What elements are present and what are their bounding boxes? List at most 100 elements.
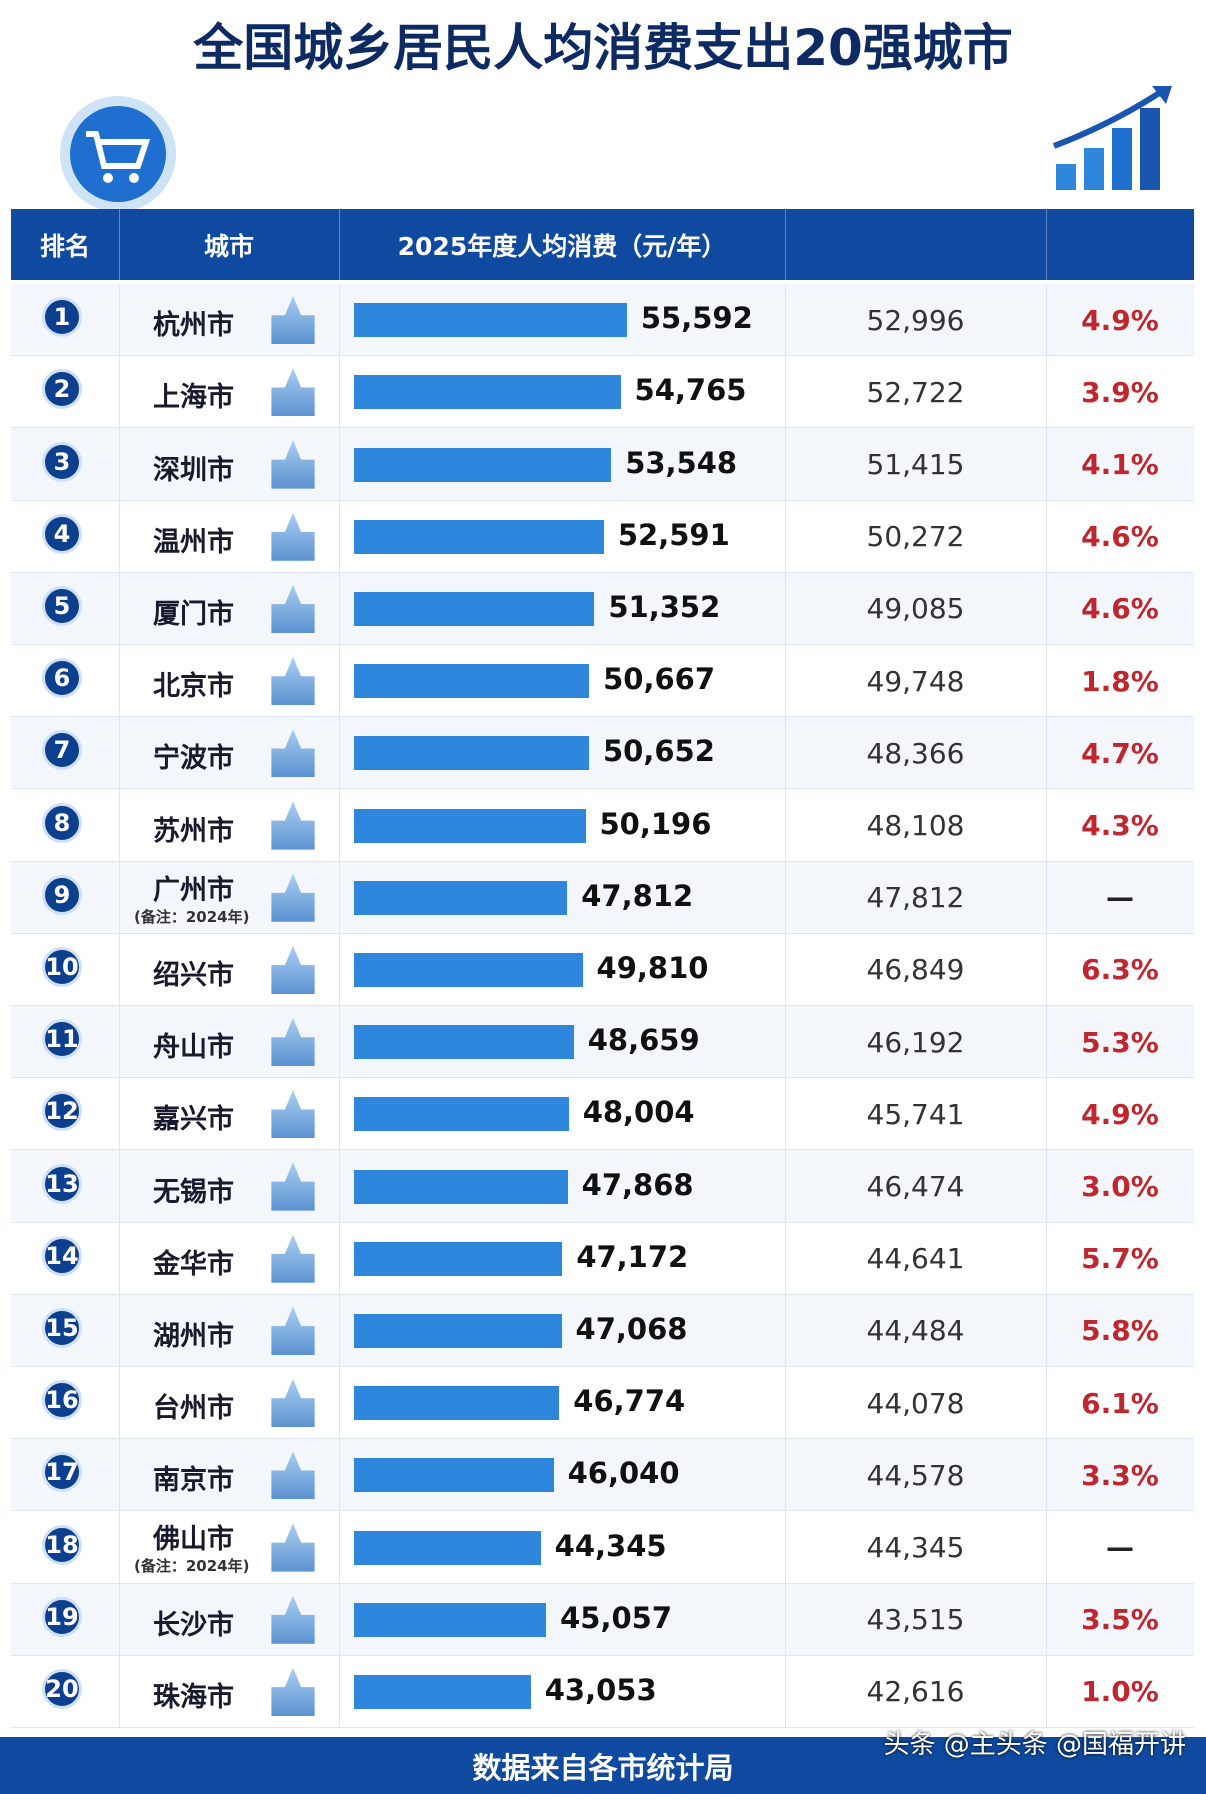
city-name: 南京市: [153, 1465, 234, 1497]
row-bg: [11, 572, 1194, 645]
col-divider: [119, 933, 120, 1006]
row-bg: [11, 645, 1194, 718]
previous-value: 49,748: [866, 664, 965, 698]
rank-badge: 13: [42, 1163, 82, 1204]
col-divider: [339, 284, 340, 357]
previous-value: 48,108: [866, 808, 965, 842]
previous-value: 45,741: [866, 1097, 965, 1131]
previous-value: 43,515: [866, 1603, 965, 1637]
col-divider: [785, 1439, 786, 1512]
value-label: 47,812: [581, 878, 694, 913]
city-name: 湖州市: [153, 1320, 234, 1352]
col-divider: [1046, 1294, 1047, 1367]
bar: [354, 664, 590, 699]
city-name: 广州市: [153, 874, 234, 906]
col-divider: [119, 789, 120, 862]
col-divider: [119, 1006, 120, 1079]
header-cell: 排名: [39, 231, 90, 261]
city-name: 佛山市: [153, 1524, 234, 1556]
footer-bar: [0, 1737, 1206, 1794]
bar: [354, 736, 589, 771]
col-divider: [785, 1511, 786, 1584]
col-divider: [1046, 572, 1047, 645]
col-divider: [339, 500, 340, 573]
previous-value: 46,192: [866, 1025, 965, 1059]
col-divider: [1046, 717, 1047, 790]
col-divider: [339, 1583, 340, 1656]
growth-value: 3.3%: [1081, 1458, 1159, 1492]
col-divider: [339, 933, 340, 1006]
bar: [354, 952, 583, 987]
growth-value: 4.1%: [1081, 447, 1159, 481]
col-divider: [1046, 500, 1047, 573]
row-bg: [11, 1511, 1194, 1584]
col-divider: [785, 356, 786, 429]
previous-value: 42,616: [866, 1675, 965, 1709]
growth-value: 4.3%: [1081, 808, 1159, 842]
previous-value: 52,722: [866, 375, 965, 409]
value-label: 55,592: [640, 301, 753, 336]
rank-badge: 16: [42, 1380, 82, 1421]
row-bg: [11, 1294, 1194, 1367]
row-bg: [11, 1150, 1194, 1223]
col-divider: [785, 1222, 786, 1295]
row-bg: [11, 1078, 1194, 1151]
col-divider: [119, 356, 120, 429]
previous-value: 51,415: [866, 447, 965, 481]
col-divider: [119, 861, 120, 934]
header-divider: [1046, 209, 1047, 280]
rank-badge: 3: [42, 441, 82, 482]
col-divider: [339, 1294, 340, 1367]
col-divider: [785, 1150, 786, 1223]
col-divider: [785, 1078, 786, 1151]
col-divider: [339, 572, 340, 645]
col-divider: [339, 1150, 340, 1223]
value-label: 44,345: [554, 1528, 667, 1563]
row-bg: [11, 1439, 1194, 1512]
city-name: 北京市: [153, 671, 234, 703]
col-divider: [1046, 789, 1047, 862]
value-label: 43,053: [544, 1672, 657, 1707]
value-label: 52,591: [617, 517, 730, 552]
previous-value: 44,578: [866, 1458, 965, 1492]
previous-value: 47,812: [866, 881, 965, 915]
rank-badge: 11: [42, 1019, 82, 1060]
col-divider: [119, 1294, 120, 1367]
value-label: 47,068: [575, 1311, 688, 1346]
col-divider: [119, 1367, 120, 1440]
watermark: 头条 @主头条 @国福开讲: [883, 1730, 1186, 1760]
growth-value: 3.5%: [1081, 1603, 1159, 1637]
col-divider: [1046, 1150, 1047, 1223]
growth-icon: [1052, 86, 1172, 190]
bar: [354, 591, 595, 626]
source: 数据来自各市统计局: [472, 1750, 734, 1785]
col-divider: [119, 428, 120, 501]
col-divider: [1046, 1006, 1047, 1079]
growth-value: 4.7%: [1081, 736, 1159, 770]
col-divider: [119, 1655, 120, 1728]
col-divider: [1046, 1367, 1047, 1440]
col-divider: [785, 933, 786, 1006]
city-name: 厦门市: [153, 598, 234, 630]
col-divider: [785, 1583, 786, 1656]
value-label: 53,548: [625, 445, 738, 480]
city-name: 深圳市: [153, 454, 234, 486]
rank-badge: 10: [42, 946, 82, 987]
value-label: 46,774: [573, 1384, 686, 1419]
col-divider: [339, 645, 340, 718]
col-divider: [119, 500, 120, 573]
city-name: 上海市: [153, 382, 234, 414]
previous-value: 46,849: [866, 953, 965, 987]
bar: [354, 1458, 554, 1493]
growth-value: 6.3%: [1081, 953, 1159, 987]
bar: [354, 375, 621, 410]
col-divider: [1046, 645, 1047, 718]
row-bg: [11, 789, 1194, 862]
rank-badge: 4: [42, 513, 82, 554]
col-divider: [119, 717, 120, 790]
title: 全国城乡居民人均消费支出20强城市: [193, 19, 1013, 77]
col-divider: [1046, 356, 1047, 429]
row-bg: [11, 861, 1194, 934]
col-divider: [339, 1078, 340, 1151]
